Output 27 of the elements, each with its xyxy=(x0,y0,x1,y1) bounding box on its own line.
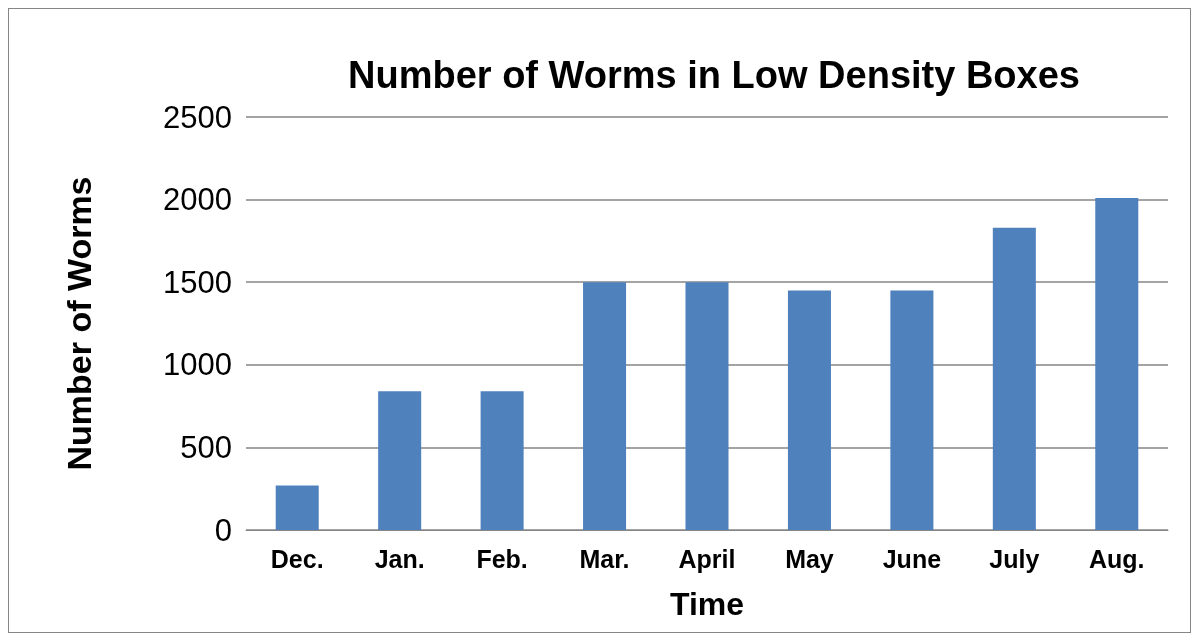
x-tick-label: Mar. xyxy=(579,544,630,573)
x-tick-label: Dec. xyxy=(270,544,324,573)
x-tick-label: June xyxy=(882,544,942,573)
y-tick-label: 0 xyxy=(214,512,232,548)
x-axis-title: Time xyxy=(669,586,745,622)
x-tick-label: July xyxy=(989,544,1040,573)
bar xyxy=(275,485,319,530)
y-tick-label: 2500 xyxy=(163,99,232,135)
bar xyxy=(992,227,1036,530)
y-tick-label: 500 xyxy=(180,429,232,465)
bar xyxy=(1095,197,1139,530)
chart-title: Number of Worms in Low Density Boxes xyxy=(348,54,1080,96)
bar xyxy=(890,290,934,530)
bar xyxy=(787,290,831,530)
x-tick-label: May xyxy=(785,544,834,573)
y-tick-label: 1500 xyxy=(163,264,232,300)
y-tick-label: 2000 xyxy=(163,182,232,218)
bar xyxy=(378,391,422,530)
x-tick-label: Jan. xyxy=(374,544,425,573)
bar xyxy=(480,391,524,530)
y-axis-title: Number of Worms xyxy=(60,176,98,471)
y-tick-label: 1000 xyxy=(163,347,232,383)
bar xyxy=(583,282,627,530)
x-tick-label: April xyxy=(678,544,736,573)
bar xyxy=(685,282,729,530)
x-tick-label: Feb. xyxy=(476,544,528,573)
x-tick-label: Aug. xyxy=(1089,544,1145,573)
